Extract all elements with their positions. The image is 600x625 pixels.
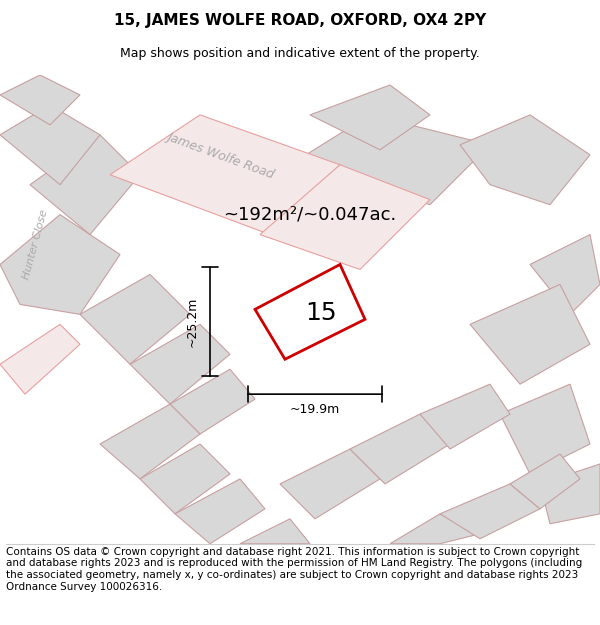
Polygon shape (0, 214, 120, 314)
Polygon shape (130, 324, 230, 404)
Text: ~25.2m: ~25.2m (185, 297, 199, 347)
Polygon shape (280, 449, 380, 519)
Polygon shape (240, 519, 310, 544)
Polygon shape (0, 324, 80, 394)
Text: Map shows position and indicative extent of the property.: Map shows position and indicative extent… (120, 48, 480, 61)
Polygon shape (510, 454, 580, 509)
Polygon shape (540, 464, 600, 524)
Text: 15: 15 (305, 301, 337, 325)
Polygon shape (255, 264, 365, 359)
Polygon shape (0, 105, 100, 185)
Polygon shape (175, 479, 265, 544)
Polygon shape (0, 75, 80, 125)
Polygon shape (170, 369, 255, 434)
Text: 15, JAMES WOLFE ROAD, OXFORD, OX4 2PY: 15, JAMES WOLFE ROAD, OXFORD, OX4 2PY (114, 14, 486, 29)
Polygon shape (30, 135, 140, 234)
Polygon shape (350, 414, 450, 484)
Text: James Wolfe Road: James Wolfe Road (164, 129, 275, 180)
Polygon shape (500, 384, 590, 474)
Polygon shape (100, 404, 200, 479)
Polygon shape (80, 274, 190, 364)
Text: ~192m²/~0.047ac.: ~192m²/~0.047ac. (223, 206, 397, 224)
Text: Contains OS data © Crown copyright and database right 2021. This information is : Contains OS data © Crown copyright and d… (6, 547, 582, 592)
Polygon shape (110, 115, 340, 234)
Polygon shape (530, 234, 600, 314)
Text: ~19.9m: ~19.9m (290, 402, 340, 416)
Polygon shape (440, 484, 540, 539)
Polygon shape (470, 284, 590, 384)
Polygon shape (310, 85, 430, 150)
Polygon shape (290, 115, 490, 204)
Text: Hunter Close: Hunter Close (21, 209, 49, 281)
Polygon shape (460, 115, 590, 204)
Polygon shape (390, 514, 480, 544)
Polygon shape (260, 165, 430, 269)
Polygon shape (140, 444, 230, 514)
Polygon shape (420, 384, 510, 449)
